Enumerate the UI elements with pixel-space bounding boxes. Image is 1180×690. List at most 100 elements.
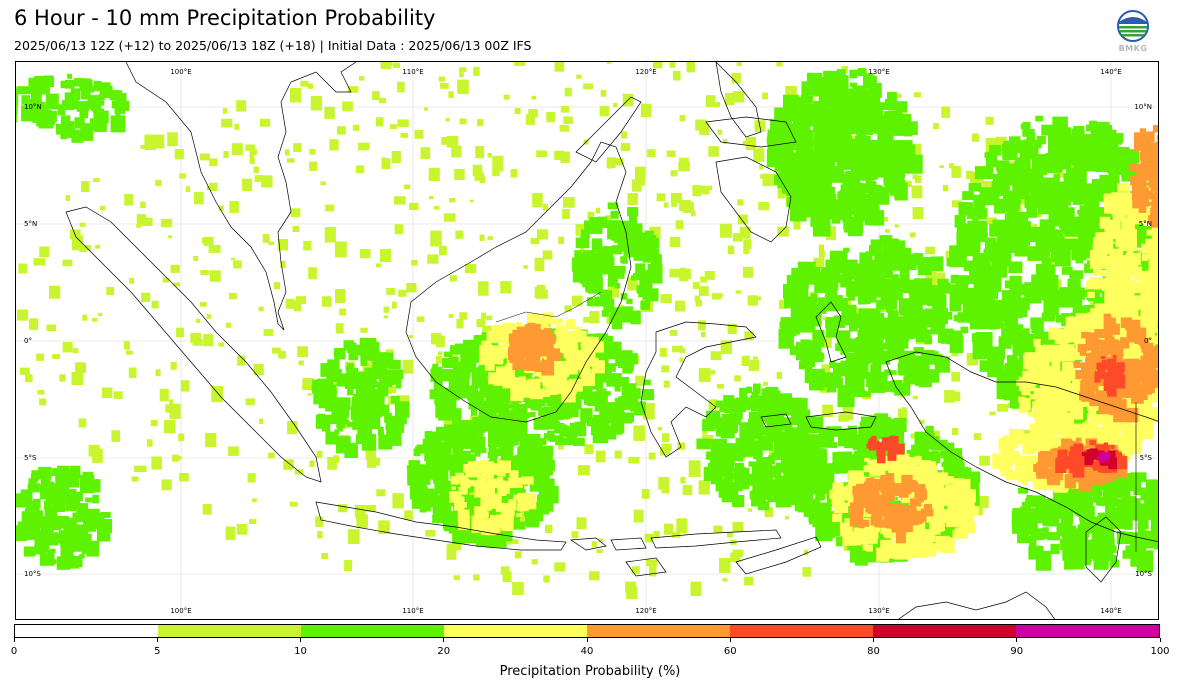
precip-cell: [781, 417, 793, 429]
precip-cell: [242, 178, 253, 191]
precip-cell: [386, 288, 395, 295]
precip-cell: [478, 365, 496, 376]
precip-cell: [568, 378, 583, 392]
precip-cell: [832, 254, 839, 259]
precip-cell: [775, 167, 783, 177]
precip-cell: [966, 231, 981, 251]
precip-cell: [169, 399, 174, 404]
precip-cell: [988, 321, 997, 330]
precip-cell: [675, 300, 686, 312]
precip-cell: [448, 91, 454, 99]
precip-cell: [87, 95, 100, 110]
precip-cell: [1092, 137, 1111, 161]
precip-cell: [875, 142, 889, 153]
precip-cell: [71, 371, 84, 386]
precip-cell: [1126, 482, 1136, 490]
precip-cell: [1122, 550, 1136, 559]
precip-cell: [1115, 475, 1128, 492]
precip-cell: [448, 313, 453, 318]
precip-cell: [1041, 124, 1054, 136]
precip-cell: [473, 574, 480, 581]
precip-cell: [734, 467, 750, 490]
precip-cell: [1149, 396, 1157, 403]
precip-cell: [856, 389, 866, 396]
precip-cell: [428, 446, 444, 465]
precip-cell: [855, 136, 871, 147]
precip-cell: [285, 149, 290, 156]
precip-cell: [503, 94, 510, 100]
precip-cell: [810, 293, 818, 303]
precip-cell: [1108, 545, 1117, 553]
precip-cell: [39, 518, 54, 528]
precip-cell: [302, 378, 314, 391]
precip-cell: [1151, 335, 1158, 345]
precip-cell: [626, 298, 633, 304]
precip-cell: [834, 502, 849, 513]
precip-cell: [1004, 222, 1013, 234]
precip-cell: [927, 369, 939, 383]
precip-cell: [1009, 201, 1020, 211]
precip-cell: [1061, 266, 1073, 275]
precip-cell: [1090, 484, 1103, 496]
precip-cell: [293, 143, 302, 152]
precip-cell: [1158, 510, 1159, 527]
precip-cell: [945, 442, 955, 451]
precip-cell: [892, 255, 909, 271]
precip-cell: [493, 526, 501, 533]
precip-cell: [609, 314, 618, 324]
precip-cell: [482, 340, 492, 350]
precip-cell: [125, 350, 133, 355]
precip-cell: [38, 466, 52, 480]
precip-cell: [371, 389, 385, 400]
precip-cell: [862, 542, 868, 551]
precip-cell: [825, 259, 832, 269]
precip-cell: [487, 236, 493, 241]
precip-cell: [85, 497, 93, 503]
precip-cell: [1022, 444, 1036, 455]
precip-cell: [785, 86, 797, 96]
precip-cell: [253, 166, 259, 174]
precip-cell: [881, 152, 894, 163]
precip-cell: [141, 292, 151, 302]
precip-cell: [758, 402, 772, 422]
precip-cell: [878, 155, 887, 163]
precip-cell: [1033, 528, 1049, 539]
precip-cell: [464, 351, 475, 358]
precip-cell: [1053, 173, 1060, 183]
precip-cell: [51, 468, 60, 476]
precip-cell: [82, 105, 90, 112]
precip-cell: [850, 147, 865, 158]
precip-cell: [229, 200, 239, 213]
precip-cell: [944, 390, 955, 403]
precip-cell: [1054, 328, 1069, 344]
precip-cell: [177, 456, 182, 460]
precip-cell: [515, 455, 525, 463]
precip-cell: [671, 201, 677, 207]
precip-cell: [81, 181, 90, 193]
precip-cell: [925, 425, 934, 434]
precip-cell: [941, 106, 950, 118]
precip-cell: [48, 509, 58, 517]
precip-cell: [945, 476, 954, 484]
precip-cell: [630, 404, 638, 412]
precip-cell: [273, 282, 281, 290]
precip-cell: [1117, 283, 1134, 305]
bmkg-logo-text: BMKG: [1118, 44, 1148, 53]
precip-cell: [653, 531, 660, 538]
precip-cell: [462, 502, 467, 508]
precip-cell: [479, 176, 485, 184]
precip-cell: [578, 465, 590, 476]
precip-cell: [882, 290, 895, 301]
precip-cell: [606, 373, 622, 387]
precip-cell: [434, 206, 440, 210]
precip-cell: [1074, 333, 1083, 344]
precip-cell: [1027, 411, 1034, 417]
precip-cell: [499, 344, 506, 352]
precip-cell: [98, 94, 105, 101]
precip-cell: [544, 406, 551, 415]
precip-cell: [989, 411, 996, 416]
precip-cell: [161, 479, 172, 491]
precip-cell: [433, 380, 443, 393]
precip-cell: [589, 571, 600, 581]
precip-cell: [777, 226, 789, 237]
